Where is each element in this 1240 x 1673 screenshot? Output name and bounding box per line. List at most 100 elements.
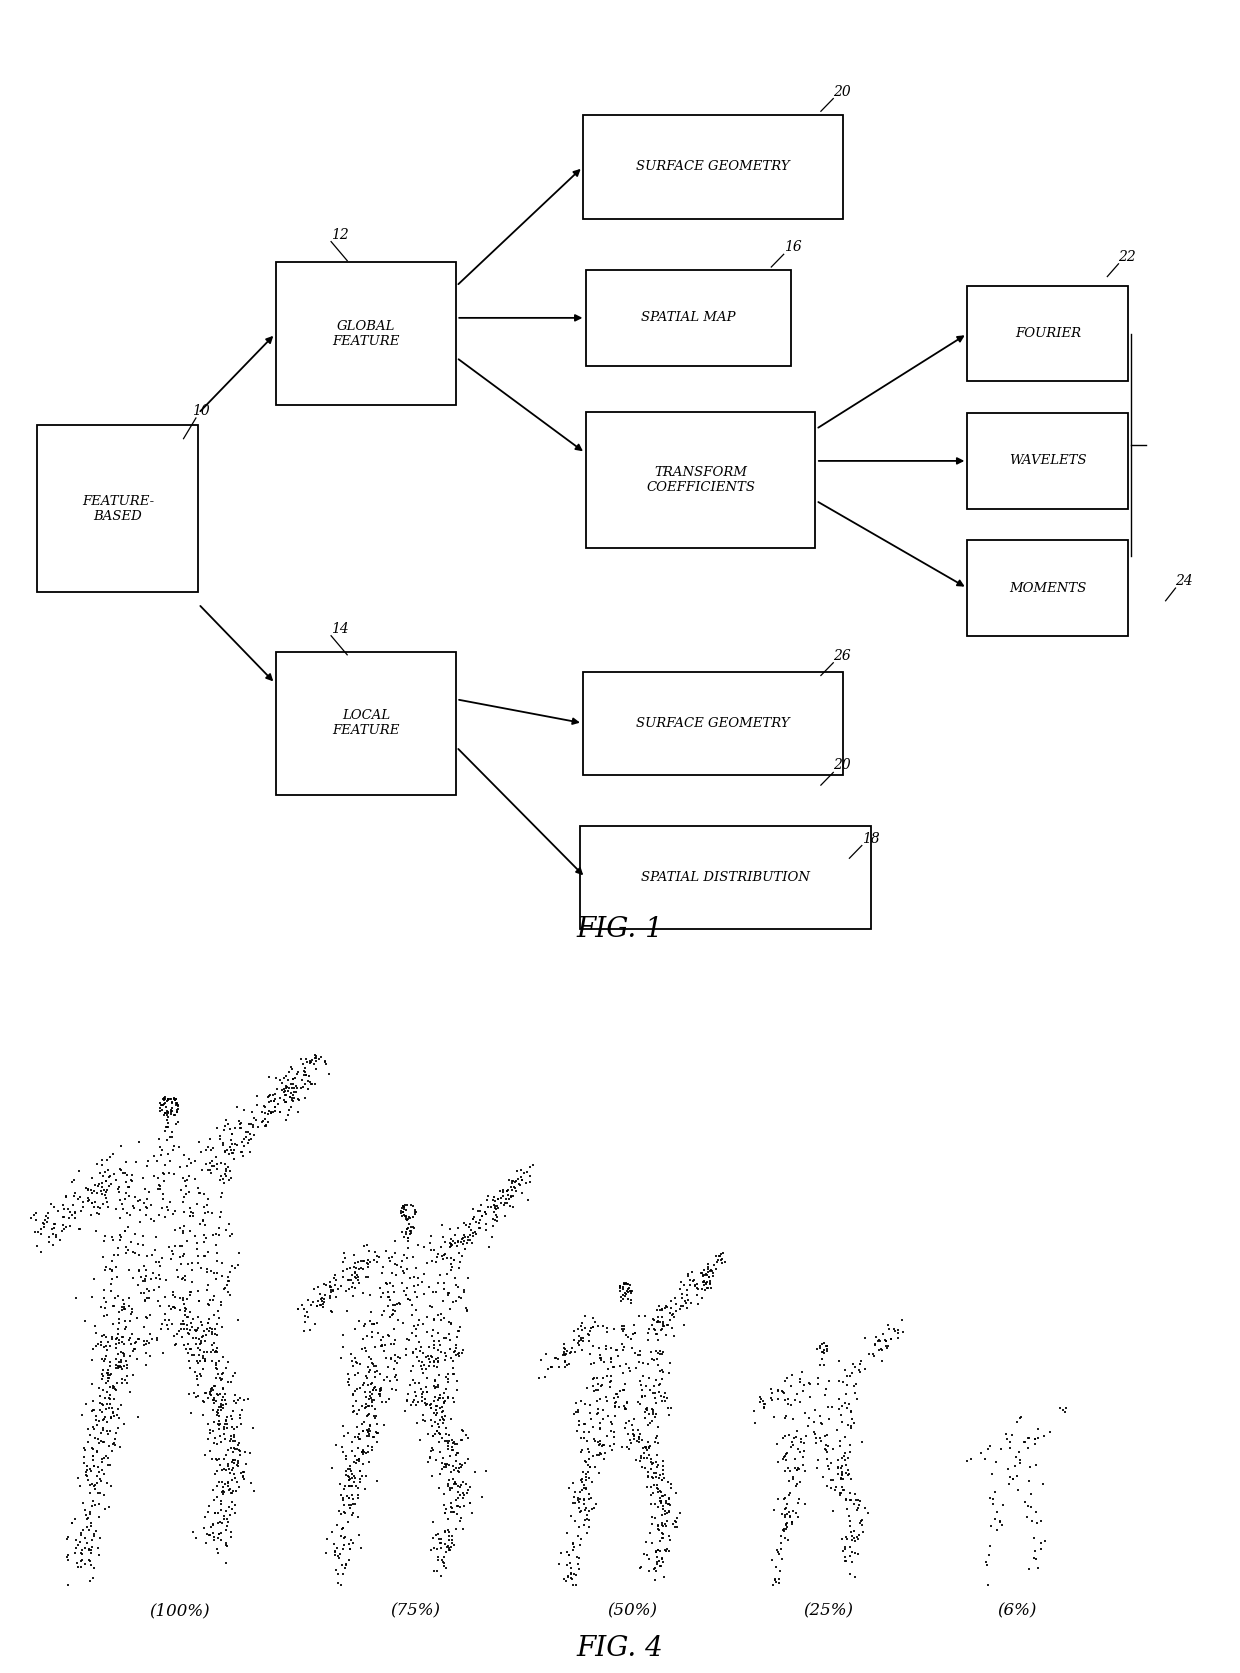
- Point: [95, 1333, 115, 1360]
- Point: [212, 1367, 232, 1394]
- Point: [476, 1457, 496, 1484]
- Point: [784, 1424, 804, 1450]
- Point: [839, 1439, 859, 1466]
- Point: [104, 1404, 124, 1430]
- Point: [184, 1203, 203, 1230]
- Point: [439, 1369, 459, 1395]
- Point: [281, 1056, 301, 1082]
- Point: [443, 1427, 463, 1454]
- Point: [151, 1315, 171, 1342]
- Point: [425, 1345, 445, 1372]
- Point: [415, 1385, 435, 1412]
- Point: [181, 1218, 201, 1245]
- Point: [562, 1338, 582, 1365]
- Point: [372, 1302, 392, 1328]
- Point: [608, 1337, 627, 1363]
- Point: [341, 1527, 361, 1554]
- Point: [174, 1292, 193, 1318]
- Point: [195, 1211, 215, 1238]
- Point: [141, 1191, 161, 1218]
- Point: [644, 1379, 663, 1405]
- Point: [311, 1285, 331, 1312]
- Point: [202, 1148, 222, 1174]
- Point: [149, 1273, 169, 1300]
- Point: [284, 1077, 304, 1104]
- Point: [217, 1404, 237, 1430]
- Point: [574, 1476, 594, 1502]
- Point: [99, 1390, 119, 1417]
- Point: [836, 1524, 856, 1551]
- Point: [366, 1419, 386, 1445]
- Point: [842, 1522, 862, 1549]
- Point: [672, 1285, 692, 1312]
- Point: [610, 1273, 630, 1300]
- Point: [97, 1302, 117, 1328]
- Point: [844, 1517, 864, 1544]
- Point: [652, 1461, 672, 1487]
- Point: [698, 1253, 718, 1280]
- Point: [71, 1529, 91, 1556]
- Point: [507, 1158, 527, 1184]
- Point: [118, 1173, 138, 1200]
- Point: [353, 1419, 373, 1445]
- Point: [558, 1543, 578, 1569]
- Point: [123, 1168, 143, 1195]
- Point: [314, 1285, 334, 1312]
- Point: [423, 1509, 443, 1536]
- Point: [873, 1320, 893, 1347]
- Point: [839, 1543, 859, 1569]
- Point: [223, 1450, 243, 1477]
- Point: [288, 1295, 308, 1322]
- Point: [642, 1312, 662, 1338]
- Point: [782, 1511, 802, 1537]
- Point: [207, 1399, 227, 1425]
- Point: [118, 1236, 138, 1263]
- Point: [413, 1312, 433, 1338]
- Point: [554, 1353, 574, 1380]
- Point: [444, 1471, 464, 1497]
- Point: [97, 1337, 117, 1363]
- Point: [353, 1248, 373, 1275]
- Point: [115, 1186, 135, 1213]
- Point: [201, 1258, 221, 1285]
- Point: [549, 1353, 569, 1380]
- Point: [595, 1440, 615, 1467]
- Point: [615, 1283, 635, 1310]
- Text: 20: 20: [833, 85, 851, 99]
- Point: [423, 1437, 443, 1464]
- Point: [715, 1248, 735, 1275]
- Point: [384, 1251, 404, 1278]
- Point: [641, 1456, 661, 1482]
- Point: [153, 1179, 172, 1206]
- Point: [781, 1362, 801, 1389]
- Point: [361, 1308, 381, 1335]
- Point: [641, 1450, 661, 1477]
- Point: [574, 1419, 594, 1445]
- Point: [503, 1173, 523, 1200]
- Point: [768, 1430, 787, 1457]
- Point: [86, 1476, 105, 1502]
- Point: [712, 1250, 732, 1276]
- Point: [192, 1345, 212, 1372]
- Point: [842, 1405, 862, 1432]
- Point: [631, 1427, 651, 1454]
- Point: [187, 1315, 207, 1342]
- Point: [378, 1293, 398, 1320]
- Point: [200, 1492, 219, 1519]
- Point: [93, 1191, 113, 1218]
- Point: [180, 1178, 200, 1205]
- Point: [838, 1462, 858, 1489]
- Point: [818, 1369, 838, 1395]
- Point: [557, 1551, 577, 1578]
- Point: [651, 1491, 671, 1517]
- Point: [55, 1216, 74, 1243]
- Point: [83, 1442, 103, 1469]
- Point: [479, 1183, 498, 1210]
- Point: [626, 1447, 646, 1474]
- Point: [334, 1422, 353, 1449]
- Point: [119, 1327, 139, 1353]
- Point: [565, 1479, 585, 1506]
- Point: [108, 1352, 128, 1379]
- Point: [625, 1320, 645, 1347]
- Point: [306, 1047, 326, 1074]
